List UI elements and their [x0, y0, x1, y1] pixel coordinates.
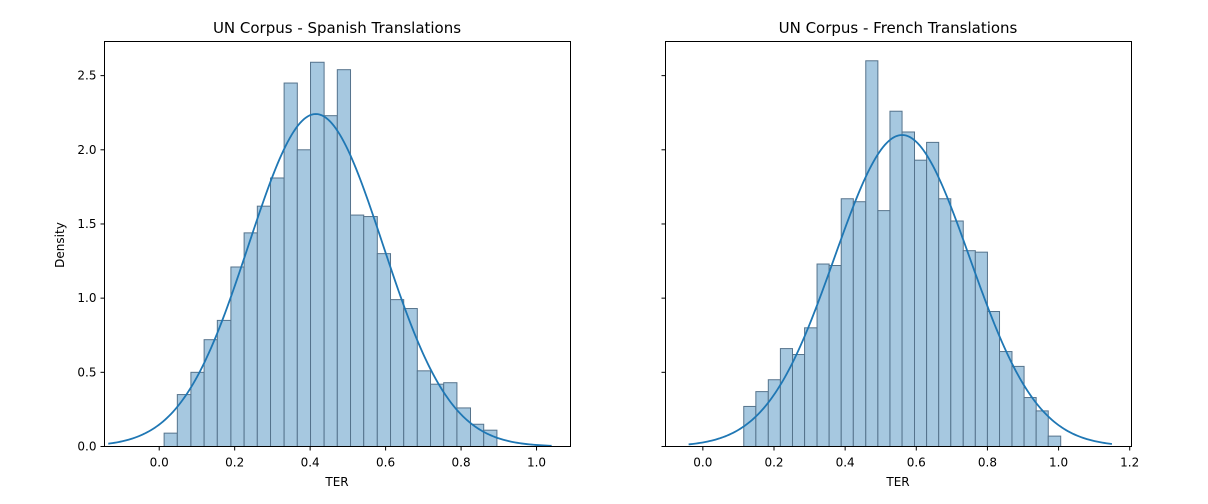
french-x-tick-label: 1.0: [1049, 456, 1068, 470]
spanish-histogram-bar: [203, 339, 218, 447]
french-histogram-bar: [865, 60, 879, 448]
french-histogram-bar: [938, 198, 952, 447]
french-chart-title: UN Corpus - French Translations: [779, 19, 1018, 37]
french-histogram-bar: [914, 159, 928, 448]
spanish-histogram-bar: [176, 394, 192, 448]
spanish-histogram-bar: [163, 432, 178, 447]
french-histogram-bar: [1047, 435, 1062, 448]
spanish-histogram-bar: [416, 370, 432, 448]
spanish-x-tick-label: 0.2: [225, 456, 244, 470]
spanish-histogram-bar: [216, 319, 232, 447]
french-histogram-bar: [779, 348, 793, 448]
french-histogram-bar: [1035, 410, 1049, 447]
spanish-histogram-bar: [243, 232, 258, 447]
french-histogram-panel: UN Corpus - French Translations 0.0 0.2 0.…: [661, 19, 1139, 489]
french-plot-area: [688, 60, 1113, 448]
spanish-histogram-bar: [403, 308, 418, 447]
french-histogram-bar: [926, 141, 940, 447]
spanish-histogram-bar: [430, 383, 445, 448]
spanish-x-tick-label: 1.0: [527, 456, 546, 470]
french-x-tick-label: 1.2: [1120, 456, 1139, 470]
spanish-histogram-bar: [256, 205, 272, 447]
french-histogram-bar: [974, 251, 988, 447]
spanish-histogram-bar: [376, 253, 392, 447]
spanish-x-tick-label: 0.0: [150, 456, 169, 470]
spanish-histogram-bar: [336, 69, 352, 448]
french-histogram-bar: [804, 327, 818, 448]
spanish-kde-line: [108, 113, 552, 447]
spanish-histogram-bar: [296, 149, 312, 448]
french-histogram-bar: [877, 210, 891, 447]
french-kde-line: [688, 134, 1113, 446]
spanish-axes-frame: [104, 41, 571, 447]
french-histogram-bar: [999, 351, 1013, 447]
spanish-x-tick-label: 0.8: [452, 456, 471, 470]
french-histogram-bar: [950, 220, 964, 447]
spanish-histogram-bar: [323, 115, 338, 448]
french-histogram-bar: [1023, 397, 1037, 447]
french-histogram-bar: [791, 354, 806, 447]
spanish-histogram-bar: [363, 216, 378, 447]
french-histogram-bar: [1011, 365, 1025, 447]
spanish-histogram-bar: [310, 61, 325, 448]
spanish-chart-title: UN Corpus - Spanish Translations: [213, 19, 461, 37]
spanish-y-tick-label: 2.5: [77, 69, 96, 83]
french-x-tick-label: 0.0: [693, 456, 712, 470]
spanish-plot-area: [108, 61, 552, 448]
french-x-tick-label: 0.8: [978, 456, 997, 470]
french-histogram-bar: [901, 131, 916, 447]
spanish-y-tick-label: 1.0: [77, 291, 96, 305]
spanish-y-tick-label: 0.5: [77, 365, 96, 379]
french-histogram-bar: [828, 265, 842, 447]
french-x-tick-label: 0.6: [907, 456, 926, 470]
spanish-x-tick-label: 0.4: [301, 456, 320, 470]
french-histogram-bar: [743, 405, 757, 448]
french-histogram-bar: [852, 201, 867, 447]
french-x-axis-label: TER: [885, 475, 909, 489]
spanish-histogram-bar: [390, 299, 405, 447]
french-axes-frame: [665, 41, 1132, 447]
spanish-histogram-bar: [456, 407, 472, 447]
spanish-axis-ticks: 0.0 0.2 0.4 0.6 0.8 1.0 0.0 0.5 1.0 1.5 2.0 2.5: [77, 69, 546, 470]
spanish-y-tick-label: 0.0: [77, 440, 96, 454]
french-x-tick-label: 0.4: [836, 456, 855, 470]
spanish-histogram-bar: [270, 177, 285, 447]
spanish-y-tick-label: 2.0: [77, 143, 96, 157]
spanish-y-tick-label: 1.5: [77, 217, 96, 231]
french-histogram-bar: [889, 110, 903, 447]
spanish-histogram-bar: [443, 382, 458, 448]
spanish-histogram-bar: [350, 214, 365, 447]
french-histogram-bar: [962, 250, 976, 447]
spanish-histogram-panel: UN Corpus - Spanish Translations 0.0 0.2 0…: [53, 19, 571, 489]
spanish-x-axis-label: TER: [324, 475, 348, 489]
spanish-x-tick-label: 0.6: [376, 456, 395, 470]
french-histogram-bar: [767, 379, 781, 447]
french-histogram-bar: [755, 391, 769, 448]
french-axis-ticks: 0.0 0.2 0.4 0.6 0.8 1.0 1.2: [661, 75, 1139, 470]
french-x-tick-label: 0.2: [764, 456, 783, 470]
spanish-y-axis-label: Density: [53, 222, 67, 268]
